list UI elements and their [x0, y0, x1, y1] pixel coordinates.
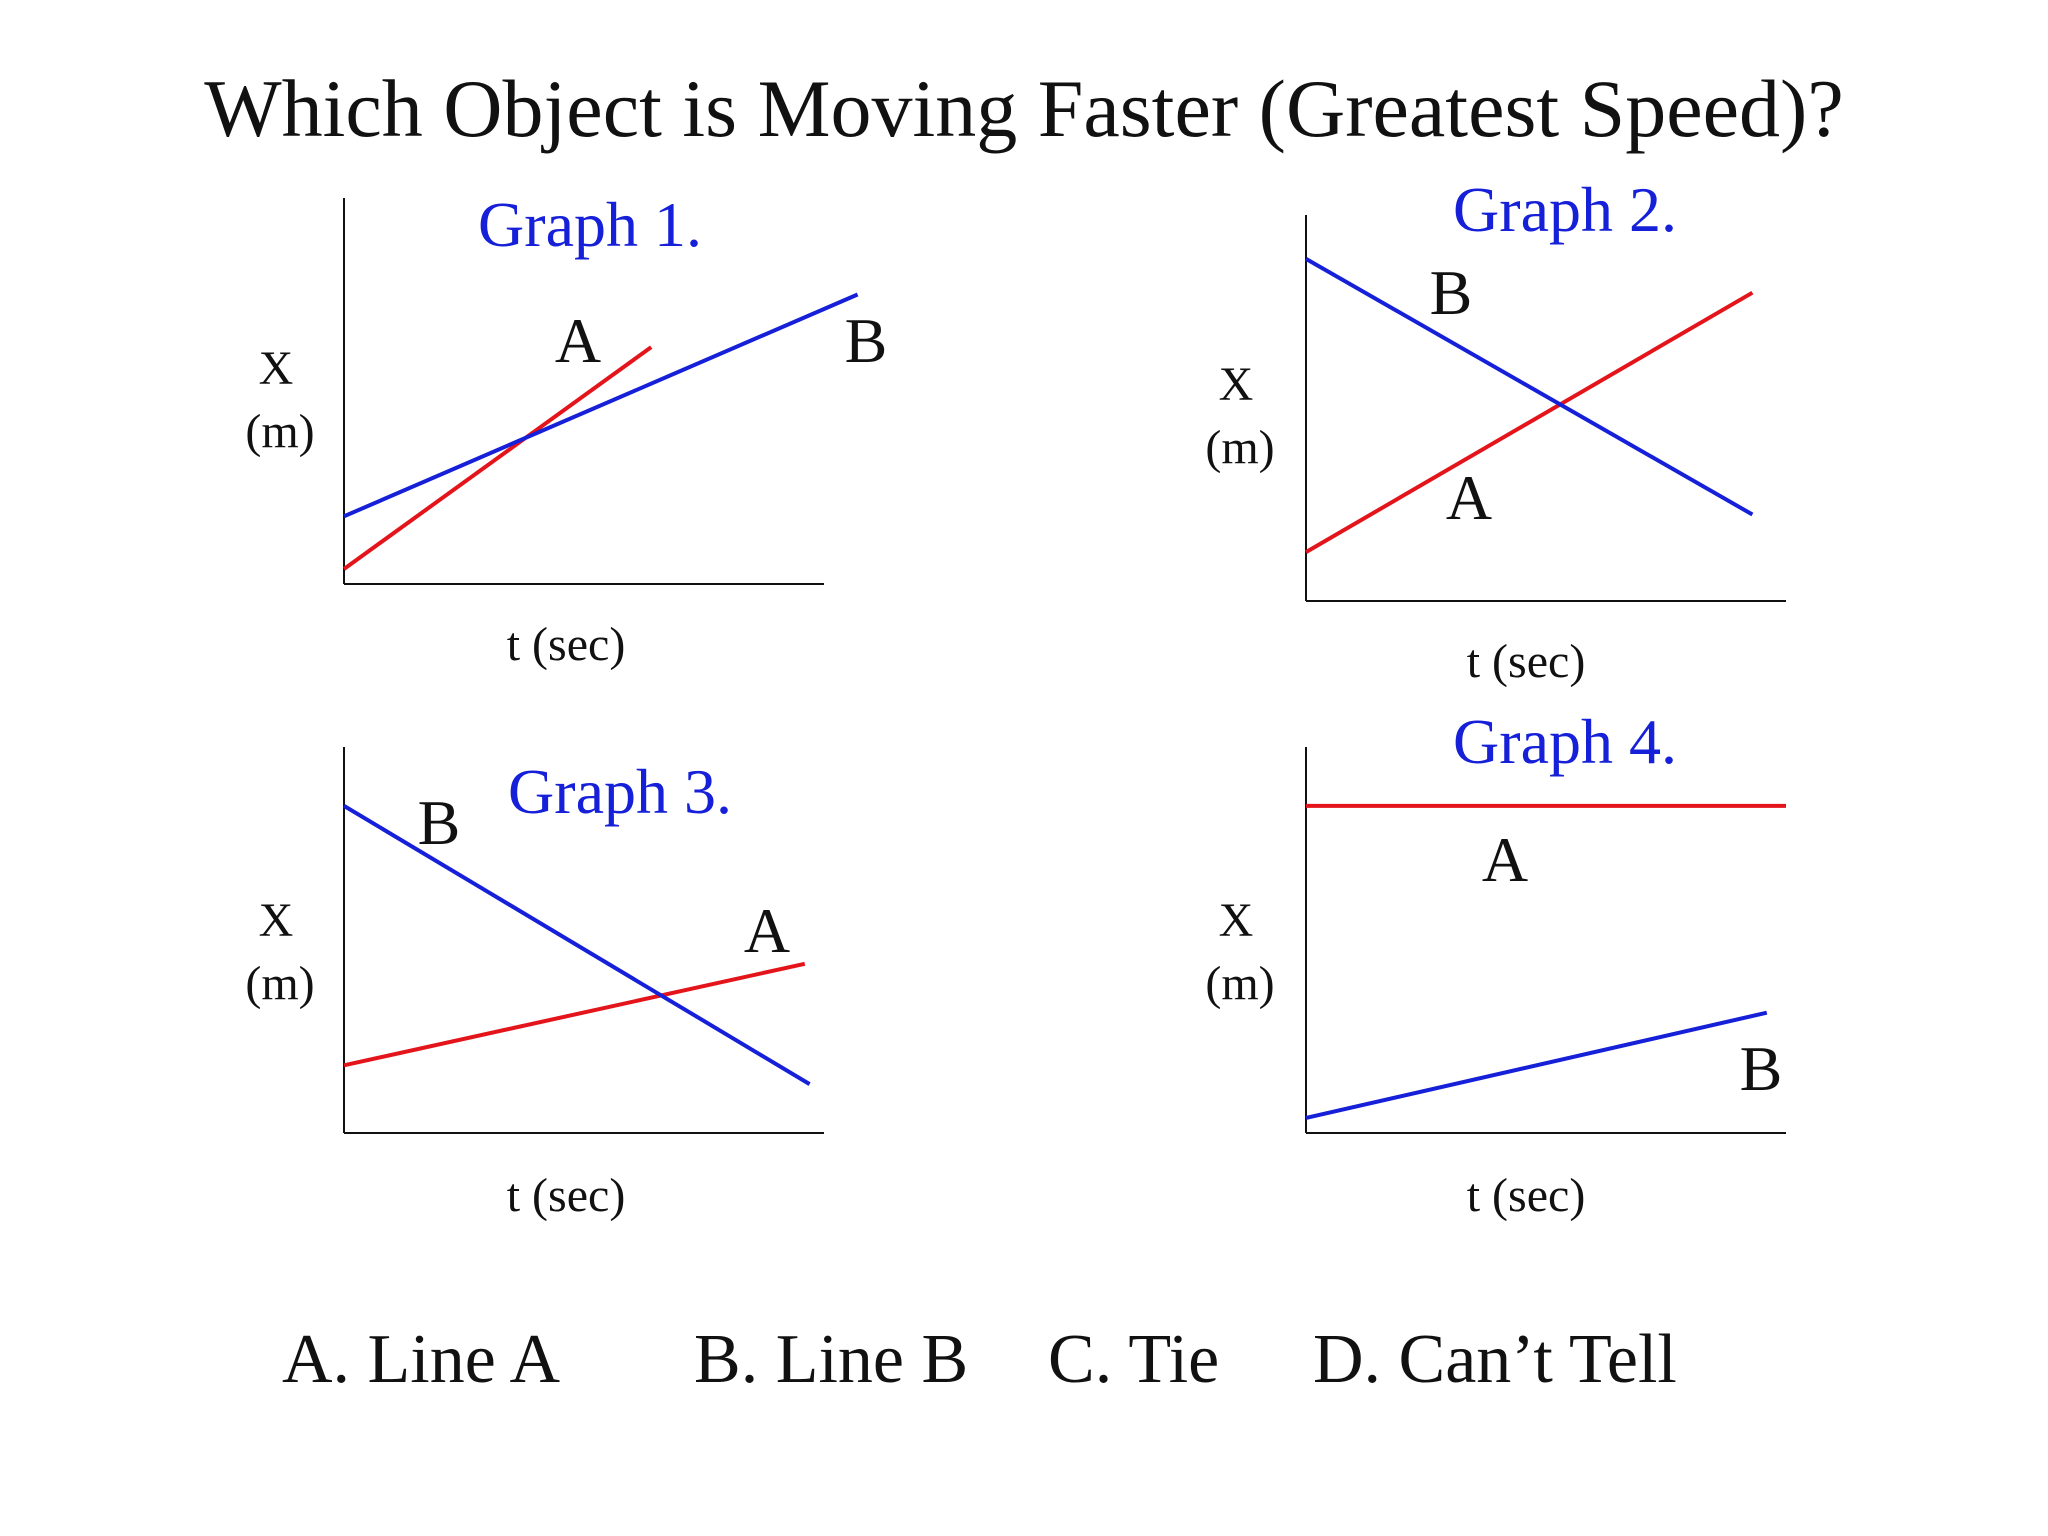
series-line-a: [342, 345, 653, 571]
series-line-b: [1305, 1010, 1768, 1120]
graph-title: Graph 4.: [1453, 706, 1677, 777]
series-label-a: A: [1482, 824, 1528, 895]
x-axis-label: t (sec): [507, 618, 626, 671]
y-axis-label-unit: (m): [245, 405, 314, 458]
series-line-b: [1305, 257, 1754, 517]
graph-title: Graph 3.: [508, 756, 732, 827]
graph-title: Graph 2.: [1453, 174, 1677, 245]
y-axis-label-top: X: [1219, 358, 1254, 411]
x-axis-label: t (sec): [1467, 1169, 1586, 1222]
page-title: Which Object is Moving Faster (Greatest …: [204, 63, 1844, 154]
graph-2: A B Graph 2. t (sec) X (m): [1205, 174, 1786, 688]
series-label-b: B: [1430, 257, 1473, 328]
series-label-a: A: [744, 895, 790, 966]
y-axis-label-top: X: [259, 342, 294, 395]
y-axis-label-unit: (m): [1205, 421, 1274, 474]
answer-choice-d[interactable]: D. Can’t Tell: [1313, 1321, 1677, 1398]
series-label-b: B: [845, 305, 888, 376]
y-axis-label-top: X: [1219, 894, 1254, 947]
series-line-b: [343, 292, 859, 519]
y-axis-label-top: X: [259, 894, 294, 947]
graph-4: A B Graph 4. t (sec) X (m): [1205, 706, 1786, 1222]
answer-choice-a[interactable]: A. Line A: [282, 1321, 561, 1398]
answer-choice-b[interactable]: B. Line B: [694, 1321, 969, 1398]
series-line-a: [343, 961, 806, 1068]
series-label-a: A: [555, 305, 601, 376]
series-line-b: [342, 804, 811, 1086]
y-axis-label-unit: (m): [1205, 957, 1274, 1010]
x-axis-label: t (sec): [1467, 635, 1586, 688]
graph-3: A B Graph 3. t (sec) X (m): [245, 747, 824, 1222]
series-label-b: B: [1740, 1033, 1783, 1104]
series-line-a: [1304, 290, 1754, 554]
y-axis-label-unit: (m): [245, 957, 314, 1010]
answer-choices: A. Line A B. Line B C. Tie D. Can’t Tell: [0, 1325, 2048, 1425]
series-label-b: B: [418, 787, 461, 858]
x-axis-label: t (sec): [507, 1169, 626, 1222]
graph-1: A B Graph 1. t (sec) X (m): [245, 189, 887, 671]
answer-choice-c[interactable]: C. Tie: [1048, 1321, 1220, 1398]
graph-title: Graph 1.: [478, 189, 702, 260]
series-label-a: A: [1446, 462, 1492, 533]
